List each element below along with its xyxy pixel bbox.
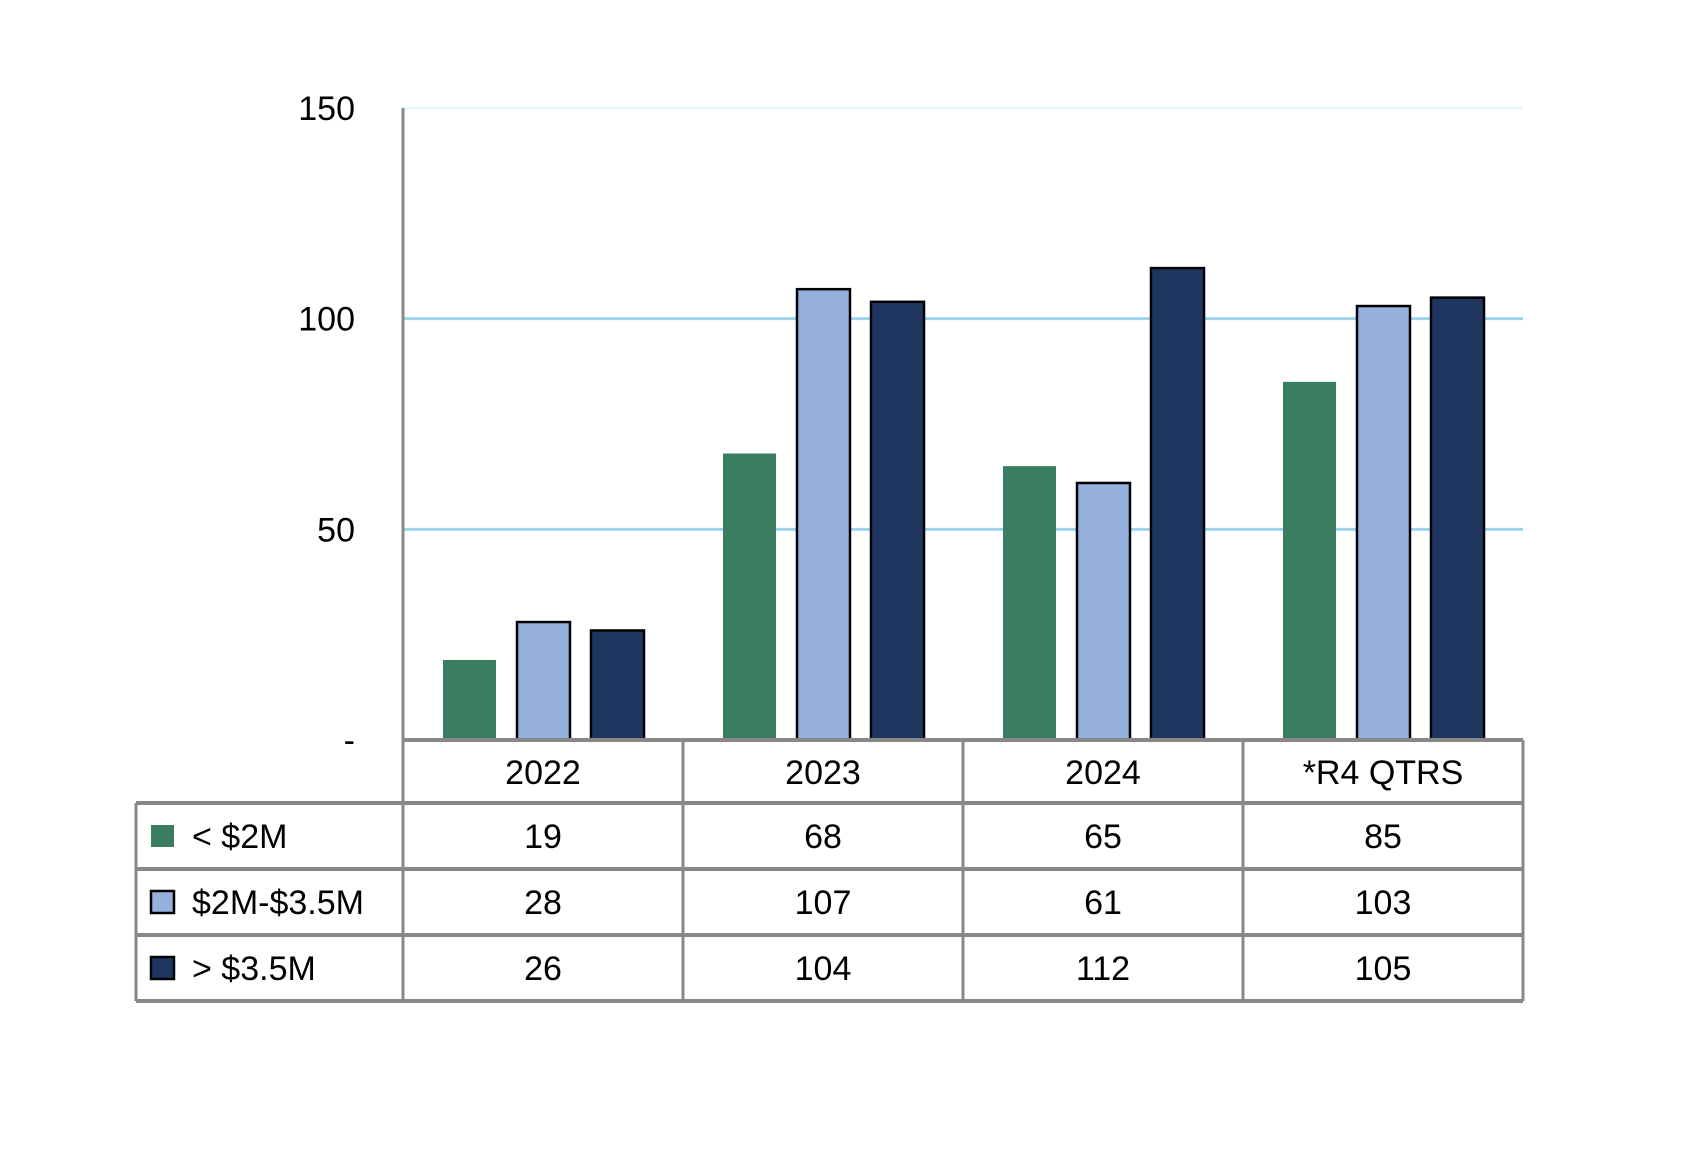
legend-swatch xyxy=(151,825,174,847)
legend-swatch xyxy=(149,889,176,915)
data-table-value: 68 xyxy=(804,818,842,856)
data-table-value: 85 xyxy=(1364,818,1402,856)
x-category-label: *R4 QTRS xyxy=(1303,754,1464,792)
bar xyxy=(795,287,852,742)
legend-label: $2M-$3.5M xyxy=(192,884,364,922)
x-category-label: 2022 xyxy=(505,754,581,792)
x-category-label: 2023 xyxy=(785,754,861,792)
bar xyxy=(1003,466,1056,740)
data-table-value: 65 xyxy=(1084,818,1122,856)
data-table-value: 105 xyxy=(1355,950,1412,988)
bar xyxy=(1355,304,1412,742)
bar xyxy=(869,300,926,742)
legend-swatch xyxy=(149,955,176,981)
bar xyxy=(1429,296,1486,742)
y-tick-label: 150 xyxy=(298,90,355,128)
x-category-label: 2024 xyxy=(1065,754,1141,792)
legend-label: < $2M xyxy=(192,818,287,856)
bar xyxy=(443,659,496,740)
data-table-value: 26 xyxy=(524,950,562,988)
y-tick-label: 100 xyxy=(298,301,355,339)
bar xyxy=(1149,266,1206,742)
data-table-value: 104 xyxy=(795,950,852,988)
bar xyxy=(589,629,646,742)
bar xyxy=(1283,381,1336,740)
y-tick-label: - xyxy=(344,722,355,760)
data-table-value: 28 xyxy=(524,884,562,922)
bar xyxy=(515,620,572,742)
data-table-value: 19 xyxy=(524,818,562,856)
bar xyxy=(1075,481,1132,742)
data-table-value: 61 xyxy=(1084,884,1122,922)
data-table-value: 112 xyxy=(1076,950,1130,988)
y-tick-label: 50 xyxy=(317,511,355,549)
data-table-value: 107 xyxy=(795,884,852,922)
bar xyxy=(723,453,776,740)
legend-label: > $3.5M xyxy=(192,950,316,988)
data-table-value: 103 xyxy=(1355,884,1412,922)
